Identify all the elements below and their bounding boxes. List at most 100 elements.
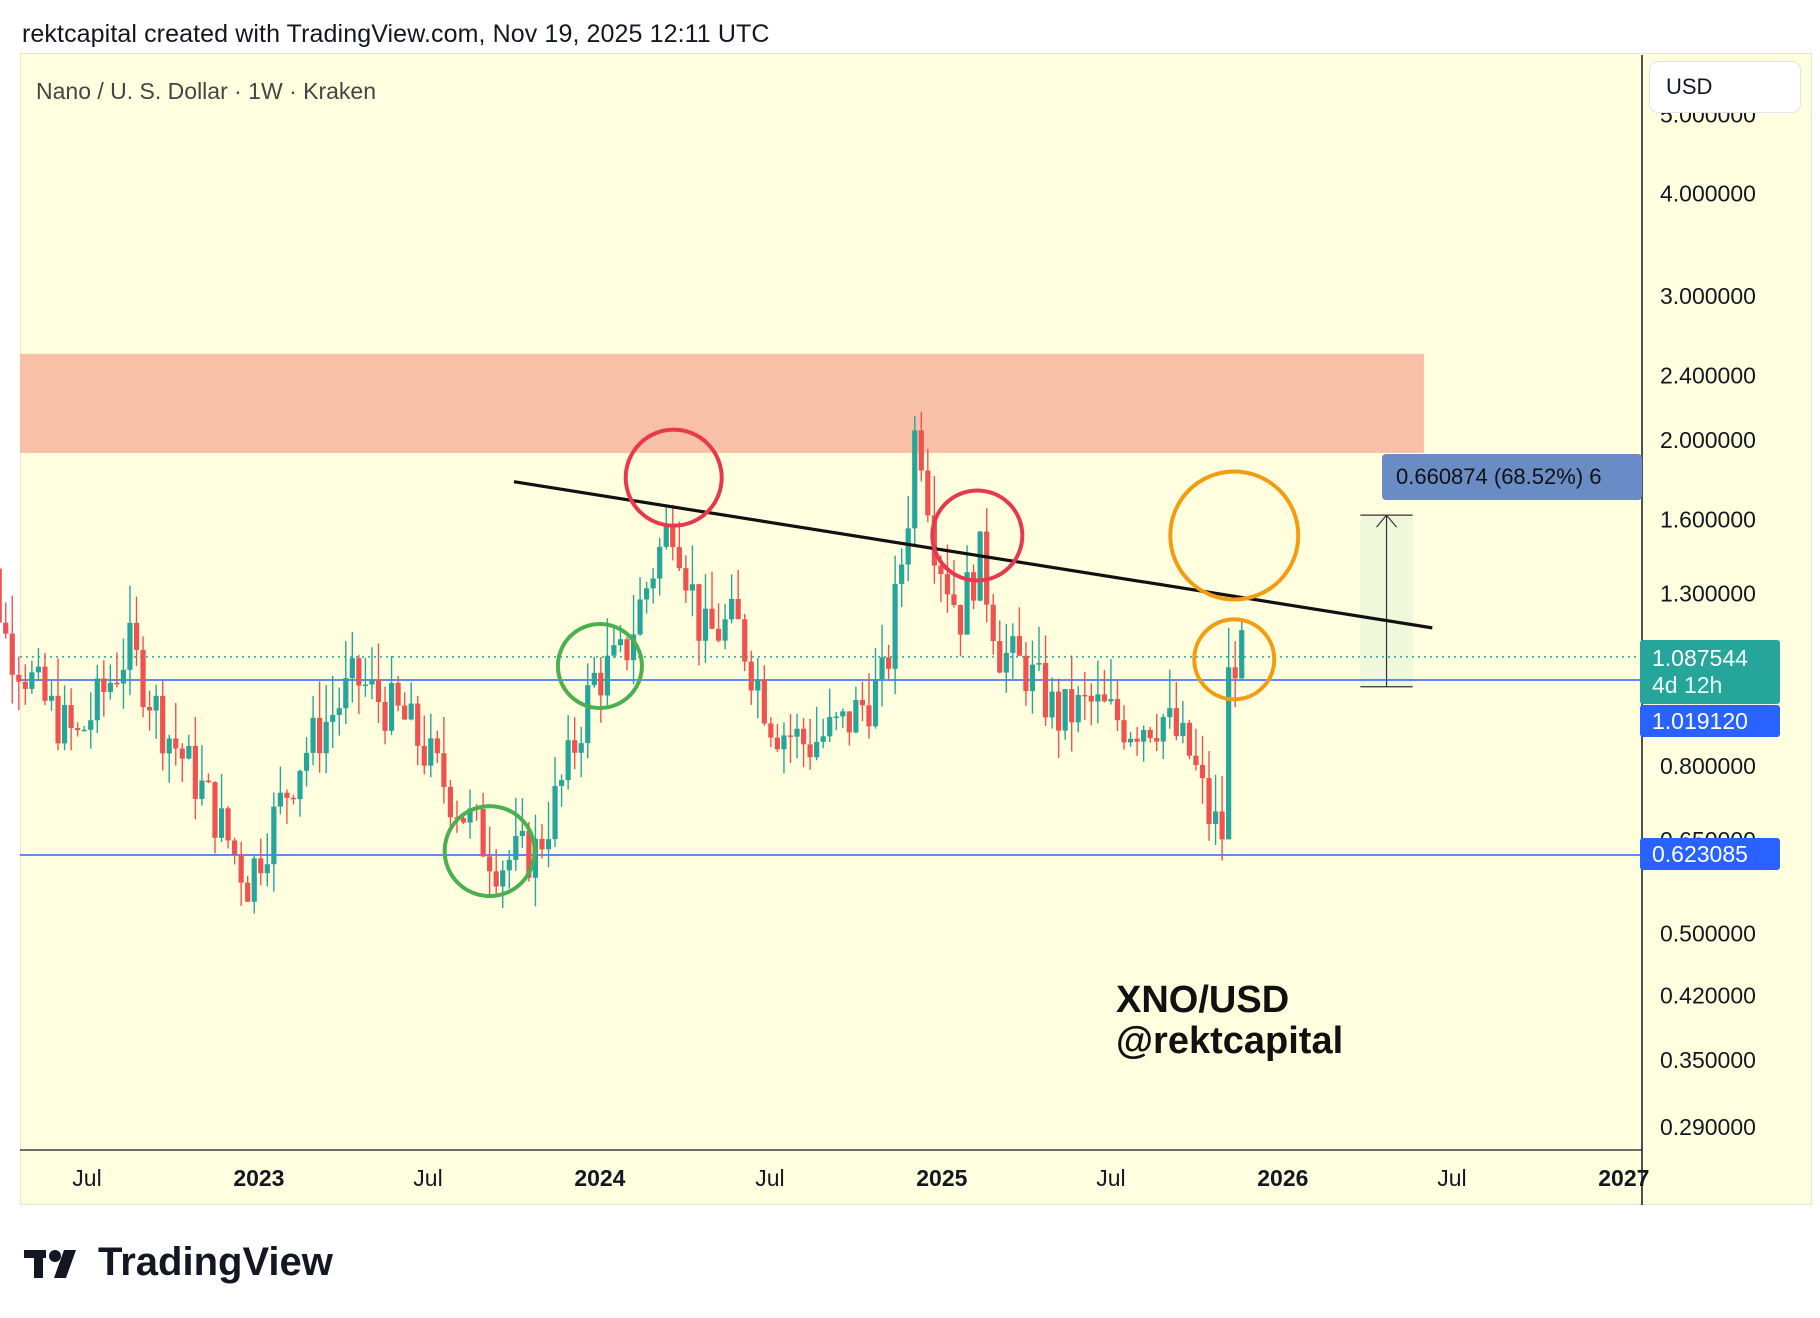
candle-down (225, 808, 231, 841)
candle-up (153, 695, 159, 711)
tradingview-logo[interactable]: TradingView (24, 1240, 333, 1285)
candle-up (977, 531, 983, 601)
candle-down (75, 728, 81, 731)
chart-watermark: XNO/USD @rektcapital (1116, 980, 1343, 1062)
candle-down (539, 838, 545, 850)
candle-down (624, 639, 630, 661)
candle-down (68, 705, 74, 729)
candle-up (467, 808, 473, 823)
candle-down (1147, 729, 1153, 739)
candle-up (127, 622, 133, 670)
candle-down (957, 604, 964, 635)
candle-down (885, 657, 892, 669)
candle-up (362, 684, 369, 687)
candle-up (879, 657, 885, 680)
x-tick-label: 2026 (1257, 1165, 1308, 1191)
candles (0, 411, 1245, 914)
candle-up (565, 740, 571, 781)
candle-down (382, 701, 388, 731)
currency-button[interactable]: USD (1650, 62, 1800, 112)
candle-down (1206, 778, 1212, 825)
candle-up (833, 716, 839, 718)
y-tick-label: 0.800000 (1660, 753, 1756, 779)
candle-down (1101, 694, 1107, 702)
annotation-circle-orange (1168, 469, 1301, 602)
candle-up (1029, 664, 1036, 692)
watermark-line-2: @rektcapital (1116, 1020, 1344, 1062)
candle-down (774, 737, 781, 750)
candle-up (408, 703, 414, 720)
candle-down (715, 628, 722, 641)
level-tag-upper: 1.019120 (1640, 705, 1780, 737)
candle-up (755, 679, 761, 691)
candle-down (735, 598, 741, 620)
candle-down (748, 661, 754, 691)
candle-up (199, 780, 205, 799)
candle-down (800, 728, 807, 745)
candle-up (330, 714, 336, 722)
candle-up (310, 717, 316, 753)
candle-up (657, 546, 663, 579)
candle-up (513, 836, 519, 860)
candle-up (120, 669, 127, 684)
candle-up (1108, 699, 1114, 702)
candle-up (48, 695, 55, 701)
candle-down (990, 604, 996, 642)
candle-up (428, 738, 434, 766)
candle-down (938, 565, 944, 575)
candle-down (696, 584, 702, 641)
candle-up (1010, 636, 1016, 653)
candle-down (971, 572, 977, 601)
symbol-description: Nano / U. S. Dollar · 1W · Kraken (36, 78, 376, 104)
candle-down (133, 622, 140, 650)
x-tick-label: 2027 (1598, 1165, 1649, 1191)
last-price-tag: 1.087544 4d 12h (1640, 640, 1780, 704)
candle-up (650, 578, 656, 589)
candle-down (434, 738, 440, 754)
candle-up (166, 738, 172, 754)
annotation-circle-red (930, 488, 1025, 583)
candle-down (232, 840, 238, 855)
candle-down (1056, 691, 1062, 731)
candle-up (107, 682, 113, 692)
measure-arrowhead (1376, 514, 1397, 528)
candle-down (114, 682, 120, 685)
candle-down (1023, 655, 1029, 692)
candle-up (94, 678, 100, 721)
candle-up (1075, 694, 1081, 723)
candle-down (598, 672, 604, 696)
candle-down (1134, 738, 1140, 742)
candle-up (637, 599, 643, 635)
candle-up (251, 858, 257, 902)
candle-down (1219, 811, 1225, 840)
candle-up (663, 525, 669, 547)
x-tick-label: Jul (1437, 1165, 1466, 1191)
candle-up (81, 729, 87, 732)
annotation-circle-red (623, 427, 724, 528)
candle-up (1049, 691, 1055, 718)
y-tick-label: 0.290000 (1660, 1114, 1756, 1140)
candle-down (807, 744, 813, 758)
candle-down (212, 782, 218, 838)
chart-header: rektcapital created with TradingView.com… (22, 20, 770, 48)
candle-down (676, 547, 682, 569)
candle-up (1167, 708, 1173, 718)
candle-down (258, 858, 264, 874)
candle-up (369, 679, 375, 685)
candle-up (303, 752, 310, 771)
candle-up (781, 735, 787, 750)
level-tag-lower: 0.623085 (1640, 838, 1780, 870)
candle-down (3, 622, 9, 634)
candle-down (356, 658, 362, 686)
candle-up (558, 780, 565, 786)
x-tick-label: 2025 (916, 1165, 967, 1191)
candle-down (859, 699, 866, 706)
candle-down (375, 679, 382, 702)
candle-down (1016, 636, 1022, 656)
trendline (513, 480, 1433, 630)
candle-down (944, 574, 951, 595)
candle-up (264, 864, 270, 874)
candle-down (1193, 755, 1199, 765)
candle-down (572, 740, 578, 753)
